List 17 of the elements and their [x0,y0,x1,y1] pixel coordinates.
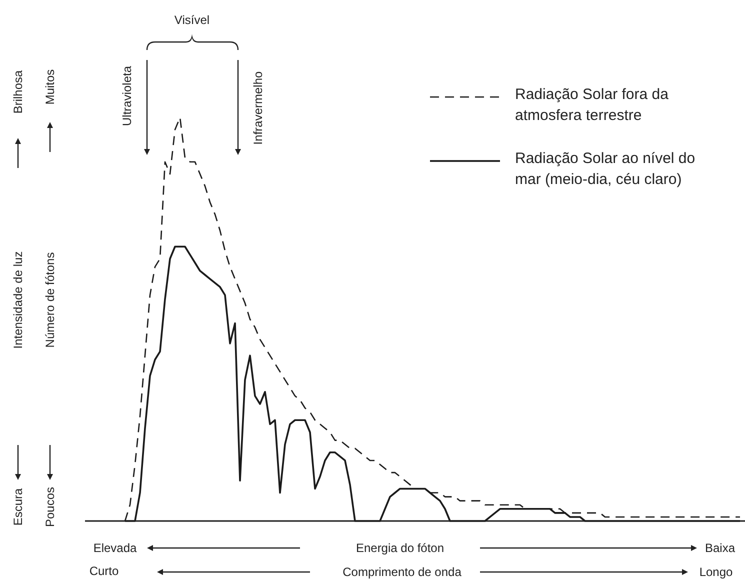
text: Longo [699,565,733,579]
text: Elevada [93,541,137,555]
text: Escura [11,488,25,526]
text: Brilhosa [11,70,25,114]
text: Baixa [704,541,736,555]
text: Intensidade de luz [11,251,25,349]
text: Visível [174,13,210,27]
text: Poucos [43,486,57,528]
text: Muitos [43,69,57,105]
annotation: Ultravioleta [120,66,134,126]
text: Curto [89,564,119,578]
legend-label: Radiação Solar ao nível do mar (meio-dia, céu claro) [515,149,696,190]
x-axis-title: Energia do fóton [356,541,444,555]
annotation: Infravermelho [251,71,265,145]
text: Comprimento de onda [342,565,462,579]
legend-label: Radiação Solar fora da atmosfera terrestre [515,85,670,126]
text: Número de fótons [43,252,57,348]
